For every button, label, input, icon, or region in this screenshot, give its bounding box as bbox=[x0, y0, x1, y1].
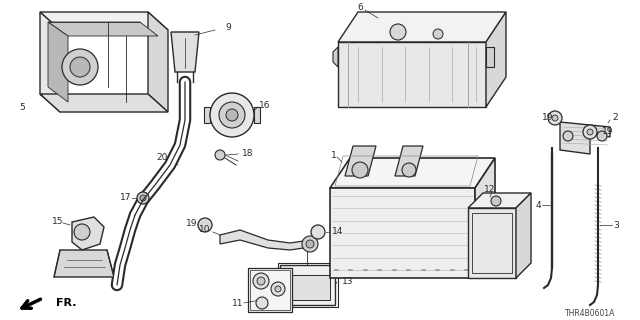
Text: 9: 9 bbox=[225, 23, 231, 33]
Text: 12: 12 bbox=[484, 186, 496, 195]
Polygon shape bbox=[148, 12, 168, 112]
Circle shape bbox=[74, 224, 90, 240]
Text: 14: 14 bbox=[332, 228, 344, 236]
Circle shape bbox=[271, 282, 285, 296]
Polygon shape bbox=[40, 12, 60, 112]
Text: 6: 6 bbox=[357, 4, 363, 12]
Text: 17: 17 bbox=[120, 194, 132, 203]
Circle shape bbox=[219, 102, 245, 128]
Polygon shape bbox=[48, 22, 158, 36]
Circle shape bbox=[548, 111, 562, 125]
Bar bbox=[278, 263, 338, 307]
Text: 5: 5 bbox=[19, 103, 25, 113]
Circle shape bbox=[210, 93, 254, 137]
Polygon shape bbox=[468, 193, 531, 208]
Polygon shape bbox=[486, 12, 506, 107]
Circle shape bbox=[70, 57, 90, 77]
Polygon shape bbox=[330, 158, 495, 188]
Circle shape bbox=[257, 277, 265, 285]
Text: 19: 19 bbox=[542, 114, 554, 123]
Polygon shape bbox=[40, 12, 168, 30]
Text: 19: 19 bbox=[186, 219, 198, 228]
Bar bbox=[472, 213, 512, 273]
Circle shape bbox=[563, 131, 573, 141]
Polygon shape bbox=[560, 122, 610, 154]
Text: 20: 20 bbox=[156, 154, 168, 163]
Text: FR.: FR. bbox=[56, 298, 76, 308]
Text: 11: 11 bbox=[232, 300, 244, 308]
Polygon shape bbox=[72, 217, 104, 250]
Text: 4: 4 bbox=[535, 201, 541, 210]
Polygon shape bbox=[486, 47, 494, 67]
Text: 19: 19 bbox=[602, 127, 614, 137]
Text: 13: 13 bbox=[342, 277, 354, 286]
Polygon shape bbox=[338, 42, 486, 107]
Circle shape bbox=[311, 225, 325, 239]
Circle shape bbox=[198, 218, 212, 232]
Polygon shape bbox=[171, 32, 199, 72]
Circle shape bbox=[491, 196, 501, 206]
Polygon shape bbox=[345, 146, 376, 176]
Circle shape bbox=[587, 129, 593, 135]
Circle shape bbox=[256, 297, 268, 309]
Polygon shape bbox=[204, 107, 210, 123]
Text: 15: 15 bbox=[52, 218, 64, 227]
Text: 3: 3 bbox=[613, 220, 619, 229]
Polygon shape bbox=[48, 22, 68, 102]
Text: THR4B0601A: THR4B0601A bbox=[565, 308, 615, 317]
Polygon shape bbox=[285, 275, 330, 300]
Polygon shape bbox=[220, 230, 310, 250]
Polygon shape bbox=[395, 146, 423, 176]
Circle shape bbox=[253, 273, 269, 289]
Circle shape bbox=[215, 150, 225, 160]
Polygon shape bbox=[468, 208, 516, 278]
Text: 1: 1 bbox=[331, 150, 337, 159]
Text: 2: 2 bbox=[612, 114, 618, 123]
Bar bbox=[250, 270, 290, 310]
Circle shape bbox=[137, 192, 149, 204]
Circle shape bbox=[140, 195, 146, 201]
Circle shape bbox=[597, 131, 607, 141]
Circle shape bbox=[306, 240, 314, 248]
Polygon shape bbox=[54, 250, 114, 277]
Polygon shape bbox=[333, 47, 338, 67]
Circle shape bbox=[226, 109, 238, 121]
Circle shape bbox=[552, 115, 558, 121]
Text: 18: 18 bbox=[243, 148, 253, 157]
Polygon shape bbox=[338, 12, 506, 42]
Text: 10: 10 bbox=[199, 226, 211, 235]
Polygon shape bbox=[280, 265, 335, 305]
Circle shape bbox=[275, 286, 281, 292]
Circle shape bbox=[302, 236, 318, 252]
Polygon shape bbox=[516, 193, 531, 278]
Circle shape bbox=[62, 49, 98, 85]
Bar bbox=[248, 268, 292, 312]
Text: 16: 16 bbox=[259, 100, 271, 109]
Circle shape bbox=[402, 163, 416, 177]
Polygon shape bbox=[254, 107, 260, 123]
Polygon shape bbox=[40, 94, 168, 112]
Circle shape bbox=[433, 29, 443, 39]
Polygon shape bbox=[475, 158, 495, 278]
Circle shape bbox=[390, 24, 406, 40]
Circle shape bbox=[583, 125, 597, 139]
Circle shape bbox=[352, 162, 368, 178]
Polygon shape bbox=[330, 188, 475, 278]
